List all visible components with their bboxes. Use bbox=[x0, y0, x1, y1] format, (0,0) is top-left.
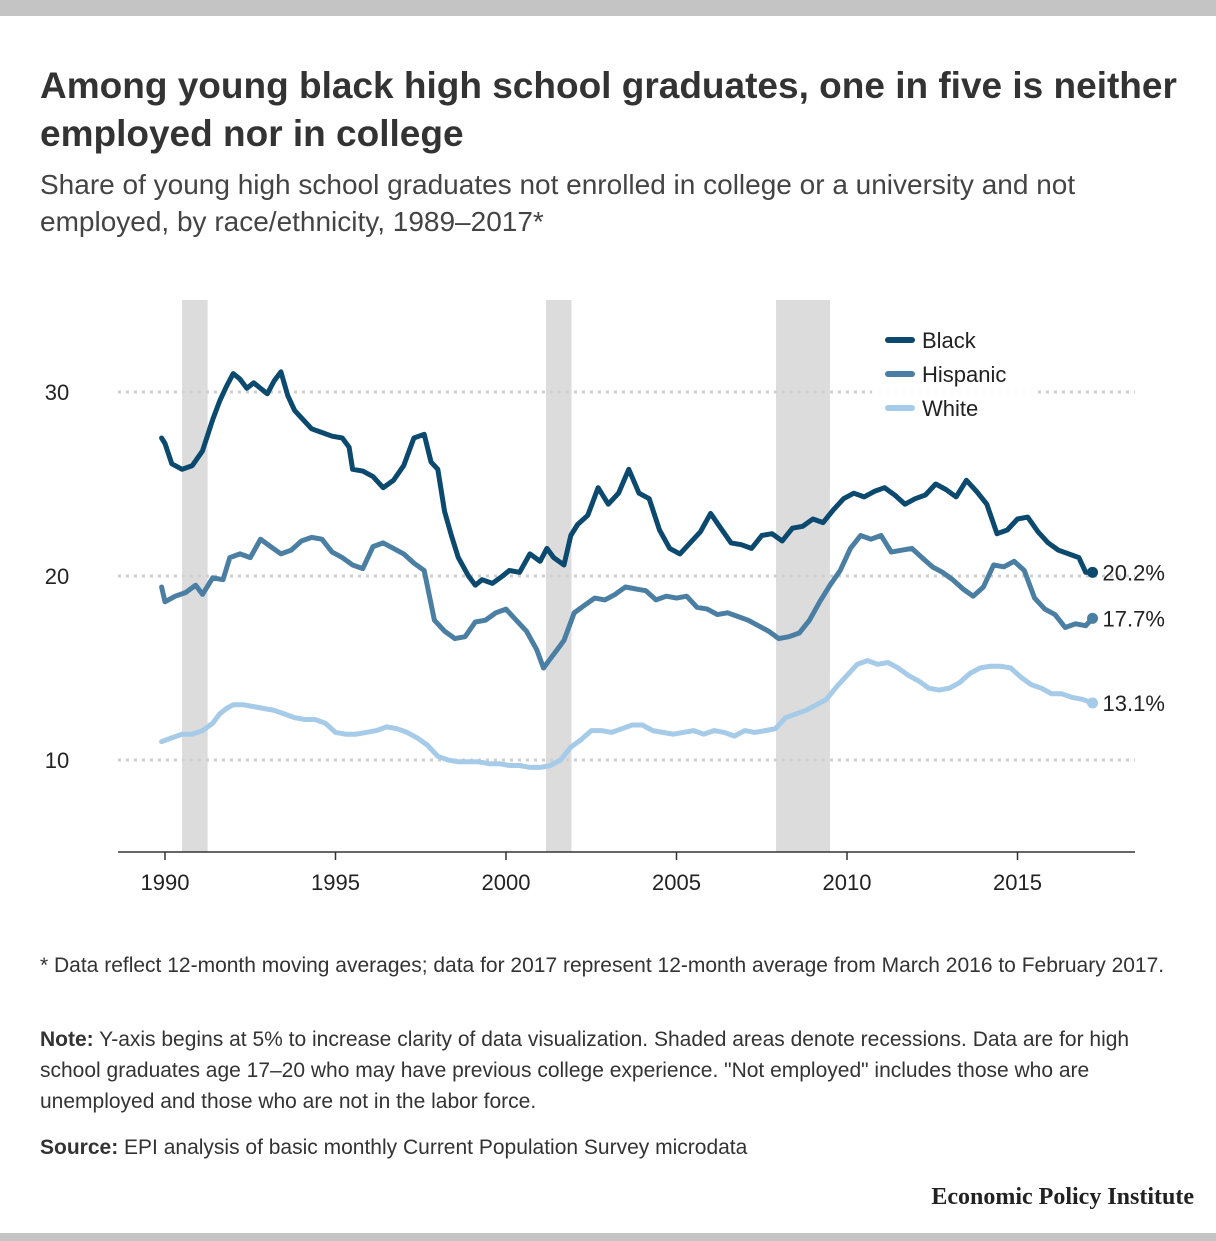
legend-label-hispanic: Hispanic bbox=[922, 362, 1006, 387]
note-text: Y-axis begins at 5% to increase clarity … bbox=[40, 1028, 1130, 1113]
chart-title: Among young black high school graduates,… bbox=[40, 65, 1177, 154]
source-label: Source: bbox=[40, 1136, 119, 1159]
top-border-bar bbox=[0, 0, 1216, 16]
x-tick-label: 2005 bbox=[652, 870, 701, 895]
series-line-hispanic bbox=[159, 533, 1095, 671]
chart-subtitle: Share of young high school graduates not… bbox=[40, 169, 1076, 237]
legend-label-black: Black bbox=[922, 328, 977, 353]
bottom-border-bar bbox=[0, 1233, 1216, 1241]
series-line-white bbox=[159, 658, 1095, 770]
note: Note: Y-axis begins at 5% to increase cl… bbox=[40, 1024, 1190, 1117]
y-tick-label: 10 bbox=[45, 748, 69, 773]
series-lines: 20.2% 17.7% 13.1% bbox=[159, 369, 1165, 770]
footnote: * Data reflect 12-month moving averages;… bbox=[40, 954, 1165, 977]
x-axis: 1990 1995 2000 2005 2010 2015 bbox=[118, 851, 1135, 895]
line-chart: 1990 1995 2000 2005 2010 2015 10 20 30 20.2% 17.… bbox=[45, 300, 1165, 895]
y-axis-labels: 10 20 30 bbox=[45, 380, 69, 773]
end-label-white: 13.1% bbox=[1103, 691, 1165, 716]
legend-label-white: White bbox=[922, 396, 978, 421]
epi-logo-text: Economic Policy Institute bbox=[931, 1184, 1194, 1210]
gridlines bbox=[118, 390, 1135, 762]
x-tick-label: 2015 bbox=[993, 870, 1042, 895]
series-line-black bbox=[159, 369, 1095, 588]
legend: Black Hispanic White bbox=[872, 318, 1034, 428]
x-tick-label: 1990 bbox=[141, 870, 190, 895]
x-tick-label: 2010 bbox=[823, 870, 872, 895]
note-label: Note: bbox=[40, 1028, 94, 1051]
end-label-black: 20.2% bbox=[1103, 560, 1165, 585]
y-tick-label: 20 bbox=[45, 564, 69, 589]
x-tick-label: 2000 bbox=[482, 870, 531, 895]
x-tick-label: 1995 bbox=[311, 870, 360, 895]
recession-band bbox=[182, 300, 208, 852]
end-marker-white bbox=[1087, 697, 1099, 709]
end-marker-black bbox=[1087, 566, 1099, 578]
y-tick-label: 30 bbox=[45, 380, 69, 405]
end-marker-hispanic bbox=[1087, 612, 1099, 624]
source: Source: EPI analysis of basic monthly Cu… bbox=[40, 1132, 1180, 1163]
recession-band bbox=[776, 300, 830, 852]
end-label-hispanic: 17.7% bbox=[1103, 606, 1165, 631]
source-text: EPI analysis of basic monthly Current Po… bbox=[118, 1136, 748, 1159]
